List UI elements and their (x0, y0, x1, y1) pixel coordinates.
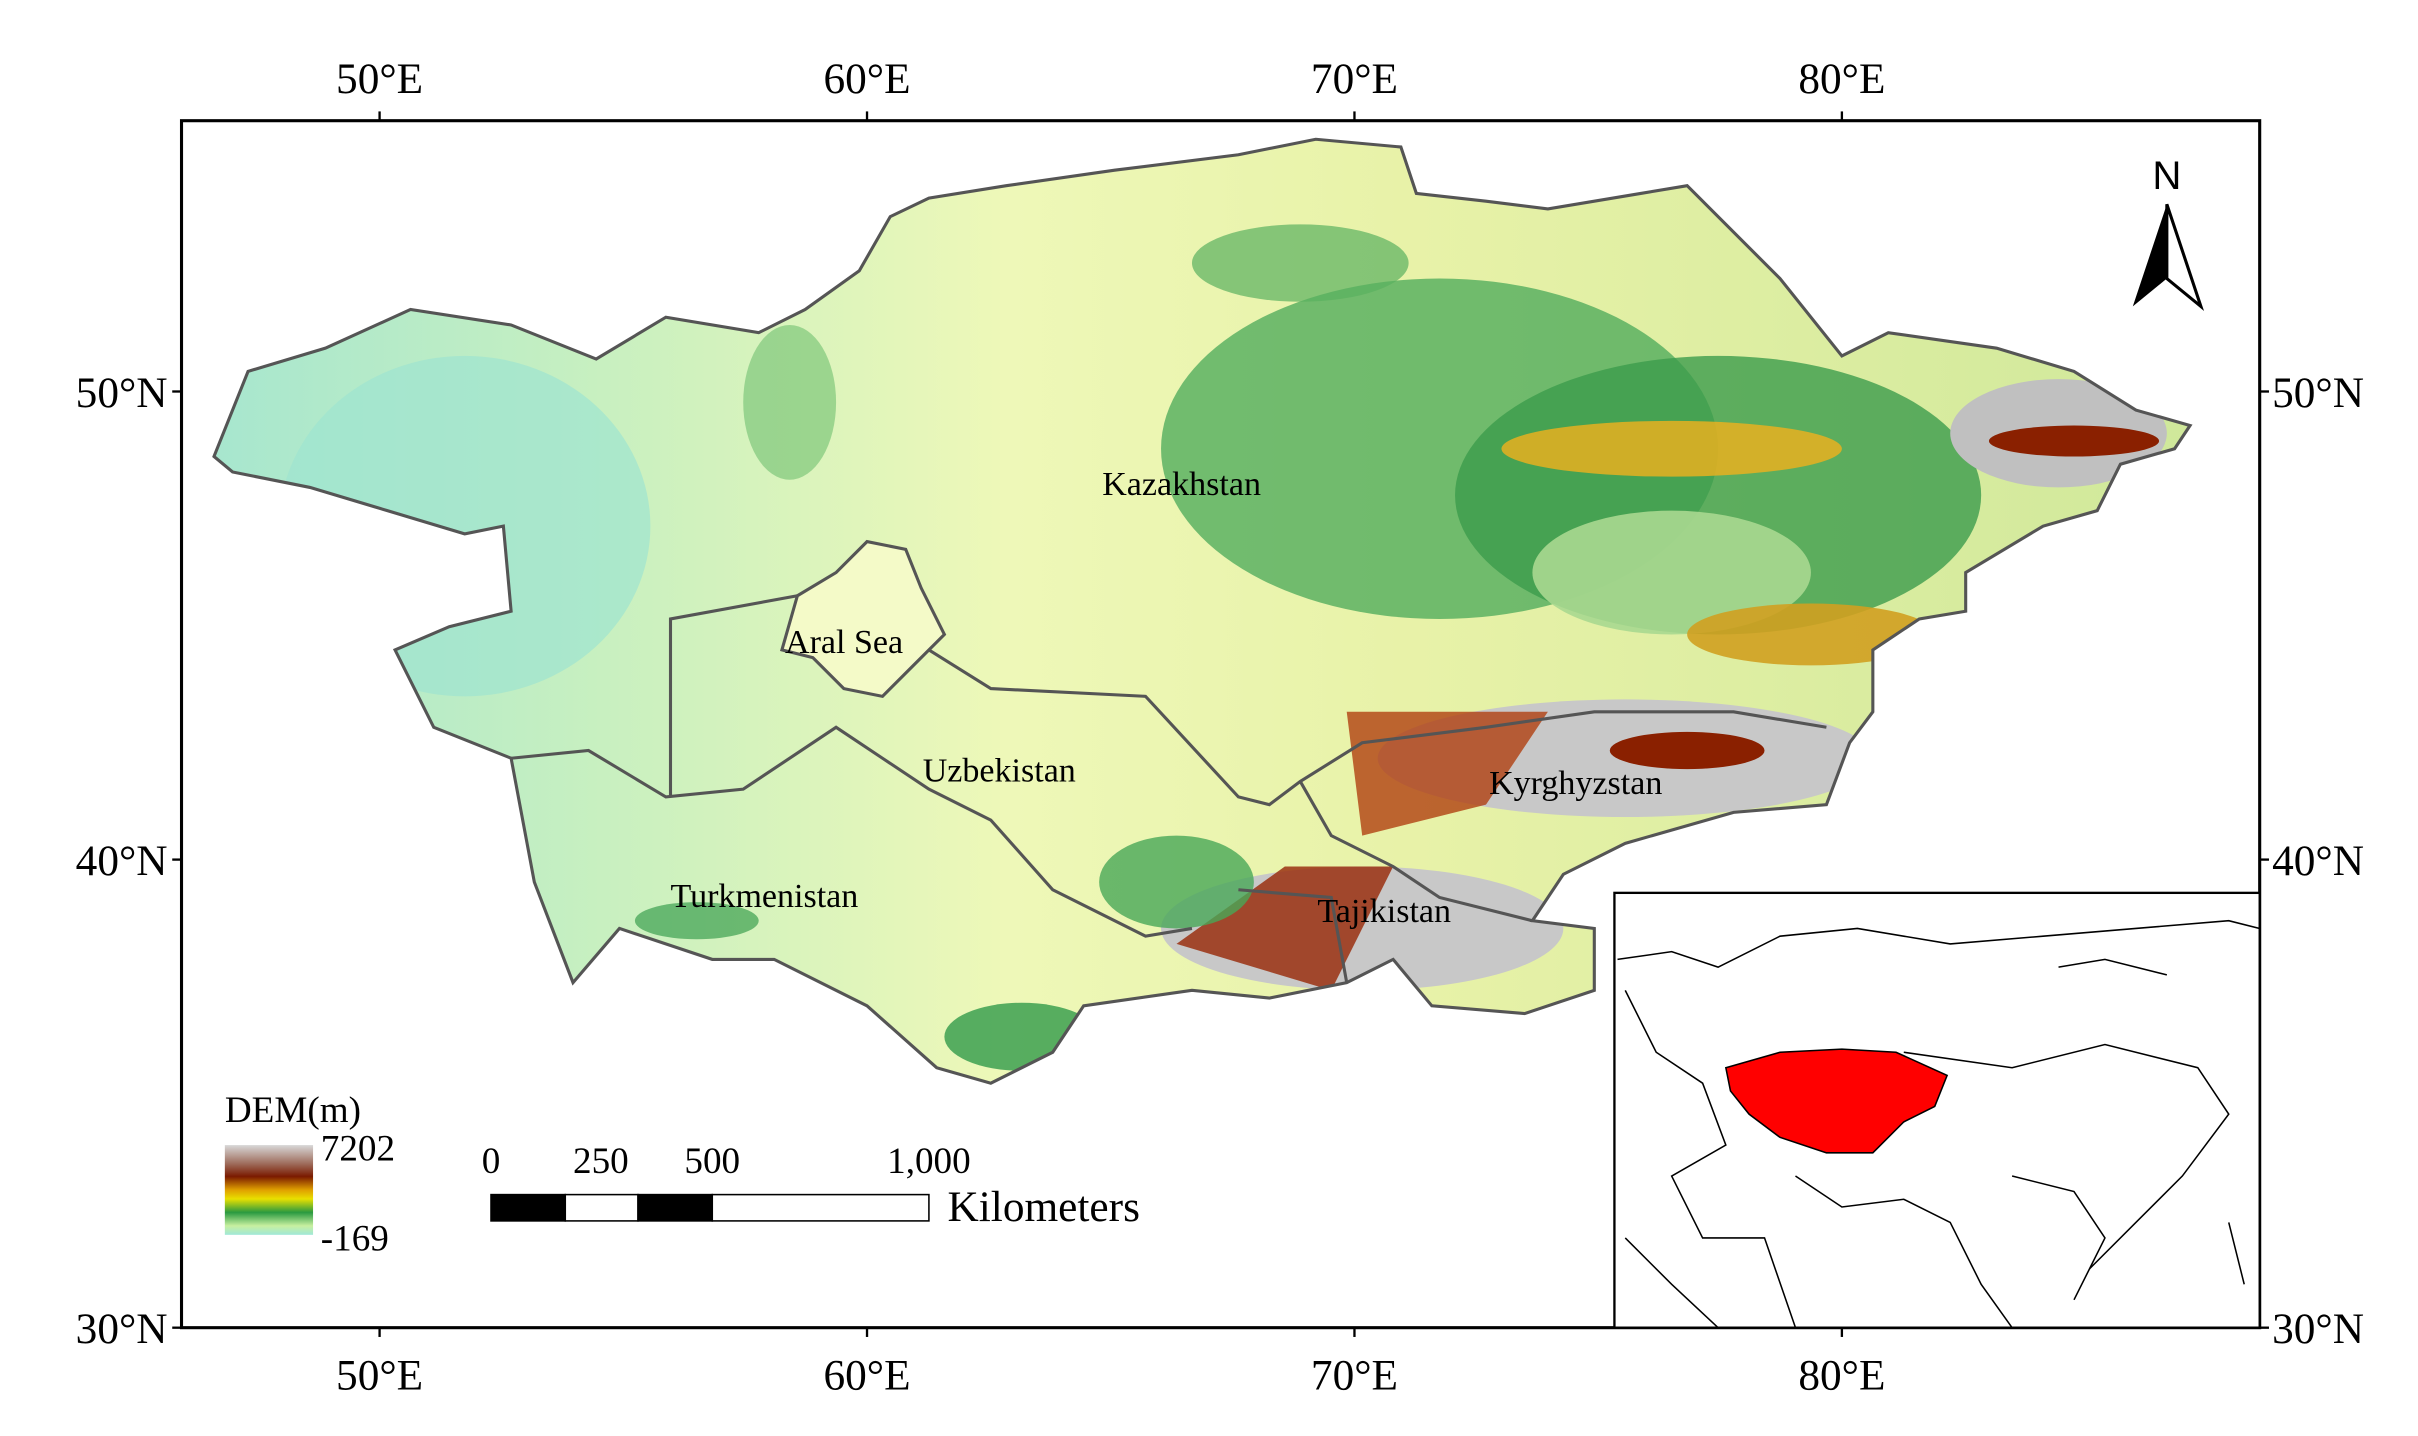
lon-label: 60°E (823, 1352, 910, 1400)
internal-borders (510, 594, 1827, 983)
lat-label: 50°N (2272, 369, 2364, 417)
legend: DEM(m) 7202 -169 (225, 1090, 395, 1259)
legend-max: 7202 (321, 1129, 395, 1170)
north-label: N (2152, 153, 2181, 198)
lat-label: 50°N (76, 369, 168, 417)
lat-label: 40°N (76, 837, 168, 885)
lat-label: 40°N (2272, 837, 2364, 885)
lat-label: 30°N (2272, 1305, 2364, 1353)
lon-label: 80°E (1798, 1352, 1885, 1400)
scale-bar: 0 250 500 1,000 Kilometers (482, 1141, 1140, 1231)
lon-label: 70°E (1311, 55, 1398, 103)
lon-label: 50°E (336, 55, 423, 103)
aral-sea (779, 539, 947, 699)
region-label: Tajikistan (1317, 893, 1451, 930)
legend-ramp (224, 1145, 314, 1235)
region-label: Kyrghyzstan (1489, 765, 1662, 802)
scale-label: 0 (482, 1141, 501, 1182)
lon-label: 50°E (336, 1352, 423, 1400)
inset-map (1613, 891, 2261, 1329)
inset-central-asia (1724, 1048, 1949, 1154)
region-label: Kazakhstan (1102, 466, 1261, 503)
lon-label: 80°E (1798, 55, 1885, 103)
lon-label: 70°E (1311, 1352, 1398, 1400)
legend-title: DEM(m) (225, 1090, 361, 1131)
scale-label: 1,000 (887, 1141, 971, 1182)
legend-min: -169 (321, 1218, 389, 1259)
north-arrow: N (2132, 153, 2205, 311)
lat-label: 30°N (76, 1305, 168, 1353)
scale-unit: Kilometers (947, 1183, 1139, 1231)
lon-label: 60°E (823, 55, 910, 103)
region-label: Aral Sea (785, 624, 903, 661)
region-label: Turkmenistan (671, 878, 859, 915)
scale-label: 500 (684, 1141, 740, 1182)
scale-label: 250 (573, 1141, 629, 1182)
region-label: Uzbekistan (923, 752, 1076, 789)
